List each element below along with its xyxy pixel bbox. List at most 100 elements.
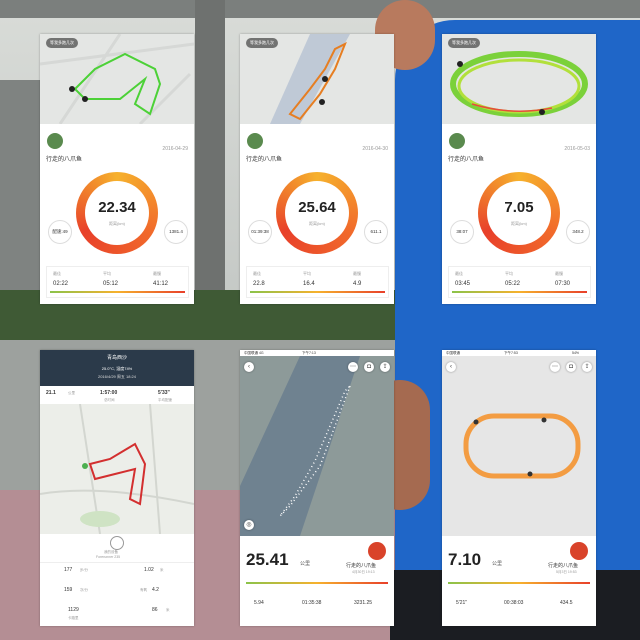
username: 行走的八爪鱼: [346, 563, 377, 569]
device-name: Forerunner 235: [96, 555, 121, 559]
distance-ring: 7.05 距离(km): [478, 172, 560, 254]
share-badge: 等我多跑几次: [246, 38, 278, 48]
stat-value: 1129: [68, 607, 79, 613]
avg-pace: 5'33": [158, 390, 170, 396]
stat-value: 02:22: [53, 281, 69, 287]
share-badge: 等我多跑几次: [448, 38, 480, 48]
stat-label: 最慢: [353, 271, 361, 276]
carrier: 中国联通 4G: [244, 351, 264, 355]
distance-value: 7.10: [448, 550, 482, 569]
run-app-screen-1: 中国联通 4G 下午7:13 ‹ ⋯ ◘ ⇪ ◎ 25.41 公里 行走的八爪鱼…: [240, 350, 394, 626]
route-map: ‹ ⋯ ◘ ⇪ ◎: [240, 356, 394, 536]
stat-label: 最佳: [53, 271, 61, 276]
username: 行走的八爪鱼: [46, 157, 83, 163]
stat-label: 平均: [303, 271, 311, 276]
run-summary-card-1: 等我多跑几次 行走的八爪鱼 2016-04-29 22.34 距离(km) 配速…: [40, 34, 194, 304]
pace-stats: 最佳 平均 最慢 03:45 05:22 07:30: [448, 266, 591, 298]
route-map: 等我多跑几次: [240, 34, 394, 124]
stat-label: 有氧: [140, 588, 147, 592]
distance-unit: 距离(km): [309, 221, 325, 226]
distance-ring: 25.64 距离(km): [276, 172, 358, 254]
gradient-bar: [246, 582, 388, 584]
status-bar: 中国联通 下午7:53 54%: [442, 350, 596, 356]
route-svg: [40, 34, 194, 124]
camera-button[interactable]: ◘: [566, 362, 576, 372]
right-stat: 611.1: [364, 220, 388, 244]
device-icon: [110, 536, 124, 550]
stat-value: 5.94: [254, 600, 264, 606]
total-time-label: 总时间: [104, 398, 115, 402]
avatar: [570, 542, 588, 560]
pace-gradient-bar: [50, 291, 185, 293]
stat-value: 177: [64, 567, 73, 573]
carrier: 中国联通: [446, 351, 460, 355]
username: 行走的八爪鱼: [448, 157, 485, 163]
garmin-activity-card: 青岛西沙 25.0°C, 湿度74% 2016/4/29 周五 18:24 21…: [40, 350, 194, 626]
stat-value: 4.2: [152, 587, 159, 593]
stat-label: 卡路里: [68, 616, 79, 620]
stat-value: 3231.25: [354, 600, 373, 606]
back-button[interactable]: ‹: [244, 362, 254, 372]
distance-value: 25.64: [298, 199, 336, 216]
total-time: 1:57:00: [100, 390, 118, 396]
right-stat: 348.2: [566, 220, 590, 244]
stat-label: 最佳: [253, 271, 261, 276]
stat-value: 41:12: [153, 281, 169, 287]
route-svg: [442, 356, 596, 536]
share-badge: 等我多跑几次: [46, 38, 78, 48]
route-svg: [442, 34, 596, 124]
more-button[interactable]: ⋯: [348, 362, 358, 372]
back-button[interactable]: ‹: [446, 362, 456, 372]
stat-label: 步/分: [80, 568, 88, 572]
stat-value: 05:12: [103, 281, 119, 287]
stat-label: 平均: [103, 271, 111, 276]
activity-title: 青岛西沙: [106, 355, 127, 361]
stat-value: 07:30: [555, 281, 571, 287]
more-button[interactable]: ⋯: [550, 362, 560, 372]
avatar: [246, 132, 264, 150]
distance-value: 25.41: [246, 550, 289, 569]
stats-grid: 177 步/分 1.02 米 159 次/分 4.2 有氧 1129 卡路里 8…: [40, 562, 194, 626]
left-stat: 配速:49: [48, 220, 72, 244]
distance-unit: 公里: [68, 391, 75, 395]
overpass-pillar: [195, 0, 225, 330]
stat-value: 03:45: [455, 281, 471, 287]
right-stat: 1381.4: [164, 220, 188, 244]
stat-value: 00:38:03: [504, 600, 524, 606]
share-button[interactable]: ⇪: [582, 362, 592, 372]
distance-unit: 距离(km): [109, 221, 125, 226]
stat-value: 16.4: [303, 281, 315, 287]
avatar: [368, 542, 386, 560]
distance-value: 22.34: [98, 199, 136, 216]
run-date: 2016-04-29: [162, 146, 188, 152]
stat-label: 最慢: [555, 271, 563, 276]
stat-value: 159: [64, 587, 73, 593]
locate-button[interactable]: ◎: [244, 520, 254, 530]
clock: 下午7:13: [302, 351, 316, 355]
overpass: [0, 0, 640, 18]
distance-unit: 距离(km): [511, 221, 527, 226]
device-label: 我的设备: [104, 550, 118, 554]
stat-value: 05:22: [505, 281, 521, 287]
pace-stats: 最佳 平均 最慢 02:22 05:12 41:12: [46, 266, 189, 298]
stat-label: 最佳: [455, 271, 463, 276]
stat-value: 22.8: [253, 281, 265, 287]
run-summary-card-3: 等我多跑几次 行走的八爪鱼 2016-05-03 7.05 距离(km) 38:…: [442, 34, 596, 304]
distance-value: 7.05: [504, 199, 534, 216]
speed-stats: 最佳 平均 最慢 22.8 16.4 4.9: [246, 266, 389, 298]
activity-datetime: 2016/4/29 周五 18:24: [97, 374, 137, 379]
status-bar: 中国联通 4G 下午7:13: [240, 350, 394, 356]
username: 行走的八爪鱼: [246, 157, 283, 163]
run-date: 2016-04-30: [362, 146, 388, 152]
camera-button[interactable]: ◘: [364, 362, 374, 372]
stat-label: 米: [160, 568, 164, 572]
activity-header: 青岛西沙 25.0°C, 湿度74% 2016/4/29 周五 18:24: [40, 350, 194, 386]
avatar: [46, 132, 64, 150]
battery: 54%: [572, 351, 580, 355]
share-button[interactable]: ⇪: [380, 362, 390, 372]
weather: 25.0°C, 湿度74%: [101, 366, 133, 371]
stat-value: 1.02: [144, 567, 154, 573]
run-date: 5月3日 19:53: [556, 570, 577, 574]
stat-label: 最慢: [153, 271, 161, 276]
stat-value: 01:35:38: [302, 600, 322, 606]
